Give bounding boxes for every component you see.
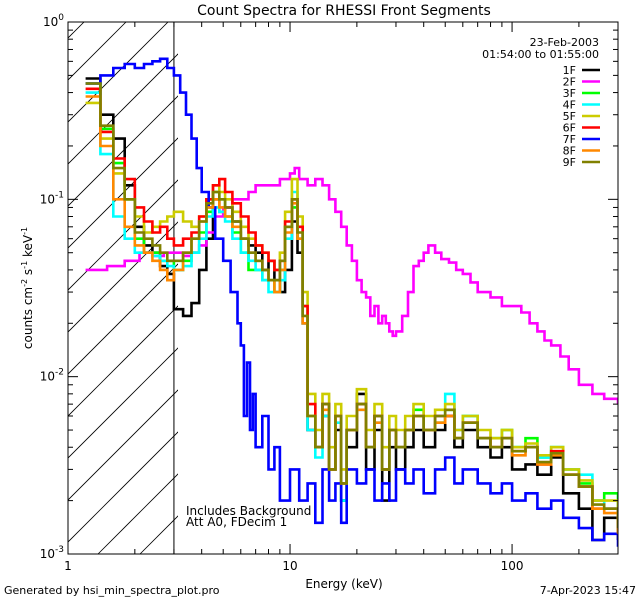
hatch-line: [68, 221, 178, 333]
x-axis-label: Energy (keV): [305, 577, 382, 591]
hatch-line: [68, 431, 178, 543]
plot-frame: [67, 21, 619, 555]
legend-label-4F: 4F: [563, 99, 576, 112]
hatch-line: [68, 347, 178, 459]
series-lines: [85, 57, 618, 547]
x-tick-label: 10: [282, 559, 297, 573]
legend-label-9F: 9F: [563, 156, 576, 169]
annotation-background: Includes Background: [186, 504, 311, 518]
hatch-line: [68, 305, 178, 417]
y-tick-label: 100: [43, 13, 64, 29]
x-tick-label: 100: [501, 559, 524, 573]
time-range-label: 01:54:00 to 01:55:00: [482, 48, 599, 61]
annotation-attenuator: Att A0, FDecim 1: [186, 515, 287, 529]
axis-ticks: [67, 21, 619, 555]
hatch-line: [68, 53, 178, 165]
hatch-line: [68, 389, 178, 501]
y-tick-label: 10-2: [40, 368, 64, 384]
chart-title: Count Spectra for RHESSI Front Segments: [197, 3, 491, 19]
hatch-line: [0, 0, 70, 554]
y-tick-label: 10-3: [40, 545, 64, 561]
legend-label-3F: 3F: [563, 87, 576, 100]
series-line-2F: [85, 166, 618, 405]
legend-label-1F: 1F: [563, 64, 576, 77]
series-line-9F: [85, 82, 618, 529]
legend-label-7F: 7F: [563, 133, 576, 146]
legend-label-2F: 2F: [563, 76, 576, 89]
series-line-1F: [85, 77, 618, 542]
y-tick-labels: 100 10-1 10-2 10-3: [40, 13, 65, 561]
y-axis-label: counts cm-2 s-1 keV-1: [20, 227, 35, 349]
legend-label-6F: 6F: [563, 122, 576, 135]
x-tick-label: 1: [64, 559, 72, 573]
hatch-line: [68, 263, 178, 375]
hatch-line: [68, 95, 178, 207]
x-tick-labels: 1 10 100: [64, 559, 523, 573]
date-label: 23-Feb-2003: [530, 36, 599, 49]
series-line-7F: [85, 57, 618, 547]
legend-label-8F: 8F: [563, 145, 576, 158]
y-tick-label: 10-1: [40, 190, 64, 206]
legend-label-5F: 5F: [563, 110, 576, 123]
hatch-line: [68, 179, 178, 291]
footer-timestamp: 7-Apr-2023 15:47: [540, 584, 636, 597]
footer-generator: Generated by hsi_min_spectra_plot.pro: [4, 584, 220, 597]
hatch-line: [68, 22, 169, 123]
